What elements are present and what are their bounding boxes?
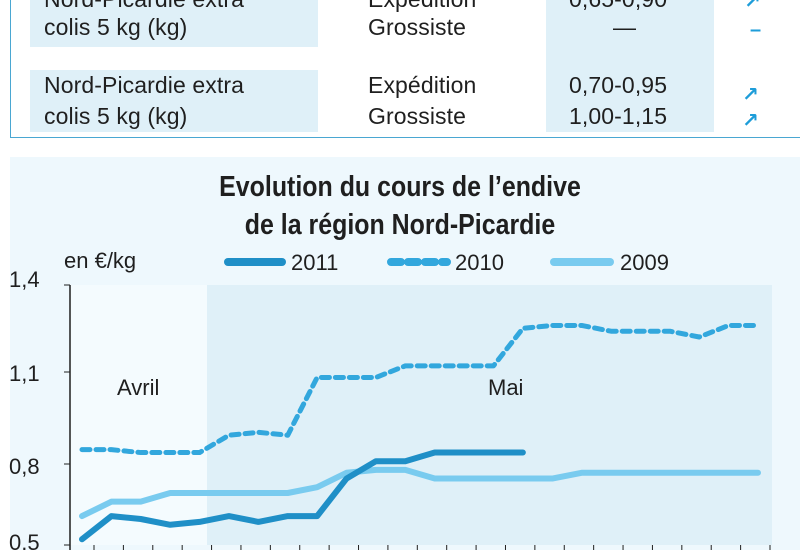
month-label-april: Avril (117, 375, 159, 400)
y-tick-1-4: 1,4 (9, 267, 40, 292)
row1-label-line1: Nord-Picardie extra (44, 0, 244, 15)
row2-label-line2: colis 5 kg (kg) (44, 103, 188, 129)
unit-label: en €/kg (64, 248, 136, 273)
series-line-2009 (79, 466, 761, 520)
row2-price-line2: 1,00-1,15 (569, 103, 668, 129)
row1-label-line2: colis 5 kg (kg) (44, 14, 188, 40)
row1-price-line1: 0,65-0,90 (569, 0, 667, 15)
series-layer (79, 322, 761, 543)
y-tick-0-8: 0,8 (9, 454, 40, 479)
row1-channel-line2: Grossiste (368, 14, 467, 40)
row2-label-line1: Nord-Picardie extra (44, 72, 245, 98)
legend-label-2010: 2010 (455, 250, 504, 275)
series-line-2011 (79, 449, 526, 543)
table-left-border (10, 0, 11, 138)
row2-price-line1: 0,70-0,95 (569, 72, 668, 98)
y-tick-0-5: 0,5 (9, 530, 40, 550)
row2-trend-up-icon: ↗ (742, 84, 759, 106)
may-background-band (207, 285, 772, 545)
row2-channel-line1: Expédition (368, 72, 477, 98)
y-tick-1-1: 1,1 (9, 361, 40, 386)
price-column-bg (546, 0, 714, 132)
chart-title-line2: de la région Nord-Picardie (244, 209, 556, 241)
row1-channel-line1: Expédition (368, 0, 476, 15)
month-label-may: Mai (488, 375, 523, 400)
row1-price-line2: — (613, 14, 637, 40)
price-table: Nord-Picardie extra colis 5 kg (kg) Expé… (0, 0, 800, 138)
row1-trend-stable-icon: – (750, 19, 762, 41)
row2-trend-up-icon-2: ↗ (742, 110, 759, 132)
row2-label-bg (30, 70, 318, 132)
legend-label-2011: 2011 (291, 250, 338, 275)
legend-label-2009: 2009 (620, 250, 669, 275)
chart-title-line1: Evolution du cours de l’endive (219, 171, 581, 203)
row2-channel-line2: Grossiste (368, 103, 467, 129)
row1-label-bg (30, 0, 318, 47)
row1-trend-up-icon: ↗ (744, 0, 761, 13)
april-background-band (70, 285, 207, 545)
table-bottom-border (10, 137, 800, 138)
x-axis-ticks (93, 545, 771, 550)
series-line-2010 (79, 322, 761, 456)
